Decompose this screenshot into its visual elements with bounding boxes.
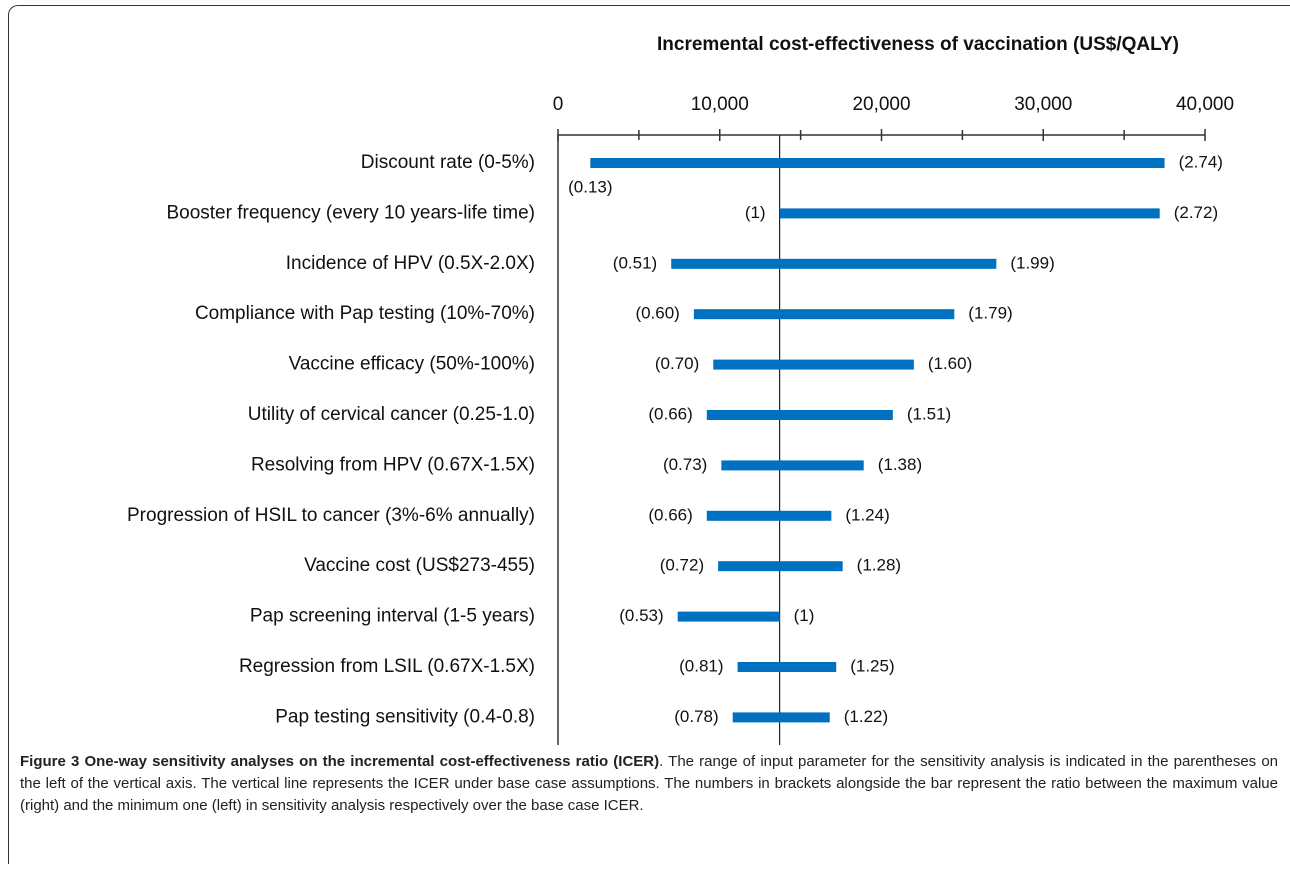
category-label: Incidence of HPV (0.5X-2.0X) — [286, 253, 535, 274]
category-label: Resolving from HPV (0.67X-1.5X) — [251, 454, 535, 475]
high-label: (1.38) — [878, 455, 922, 474]
high-label: (1.60) — [928, 354, 972, 373]
bar — [706, 410, 893, 420]
high-label: (1.79) — [968, 304, 1012, 323]
bar — [718, 561, 843, 572]
low-label: (0.70) — [655, 354, 699, 373]
low-label: (0.73) — [663, 455, 707, 474]
low-label: (0.60) — [635, 304, 679, 323]
low-label: (0.81) — [679, 656, 723, 675]
caption-title: Figure 3 One-way sensitivity analyses on… — [20, 753, 660, 770]
chart-title: Incremental cost-effectiveness of vaccin… — [657, 34, 1179, 55]
bar — [590, 158, 1165, 168]
x-tick-label: 40,000 — [1176, 94, 1234, 115]
low-label: (0.51) — [613, 253, 657, 272]
category-label: Pap testing sensitivity (0.4-0.8) — [275, 706, 535, 727]
category-label: Regression from LSIL (0.67X-1.5X) — [239, 656, 535, 677]
category-label: Compliance with Pap testing (10%-70%) — [195, 303, 535, 324]
high-label: (1.24) — [845, 505, 889, 524]
high-label: (1) — [794, 606, 815, 625]
x-tick-label: 30,000 — [1014, 94, 1072, 115]
bar — [706, 510, 832, 521]
high-label: (1.99) — [1010, 253, 1054, 272]
high-label: (1.28) — [857, 556, 901, 575]
low-label: (1) — [745, 203, 766, 222]
low-label: (0.66) — [648, 505, 692, 524]
x-tick-label: 0 — [553, 94, 564, 115]
x-tick-label: 20,000 — [852, 94, 910, 115]
low-label: (0.72) — [660, 556, 704, 575]
category-label: Utility of cervical cancer (0.25-1.0) — [248, 404, 535, 425]
high-label: (1.22) — [844, 707, 888, 726]
category-label: Discount rate (0-5%) — [361, 152, 535, 173]
figure-frame — [8, 5, 1290, 864]
high-label: (1.25) — [850, 656, 894, 675]
high-label: (2.74) — [1179, 152, 1223, 171]
caption-text: . The range of input parameter for the s… — [20, 753, 1279, 814]
bar — [693, 309, 955, 320]
bar — [732, 712, 830, 723]
high-label: (2.72) — [1174, 203, 1218, 222]
category-label: Vaccine cost (US$273-455) — [304, 555, 535, 576]
low-label: (0.13) — [568, 177, 612, 196]
high-label: (1.51) — [907, 404, 951, 423]
bar — [671, 258, 997, 269]
x-tick-label: 10,000 — [691, 94, 749, 115]
category-label: Vaccine efficacy (50%-100%) — [289, 354, 535, 375]
low-label: (0.66) — [648, 404, 692, 423]
chart: Incremental cost-effectiveness of vaccin… — [127, 34, 1234, 745]
bar — [677, 611, 780, 622]
low-label: (0.53) — [619, 606, 663, 625]
bar — [721, 460, 864, 471]
bar — [737, 662, 837, 672]
low-label: (0.78) — [674, 707, 718, 726]
bar — [713, 359, 914, 370]
category-label: Pap screening interval (1-5 years) — [250, 606, 535, 627]
category-label: Booster frequency (every 10 years-life t… — [166, 202, 535, 223]
caption: Figure 3 One-way sensitivity analyses on… — [20, 751, 1278, 817]
category-label: Progression of HSIL to cancer (3%-6% ann… — [127, 505, 535, 526]
bar — [779, 208, 1160, 219]
